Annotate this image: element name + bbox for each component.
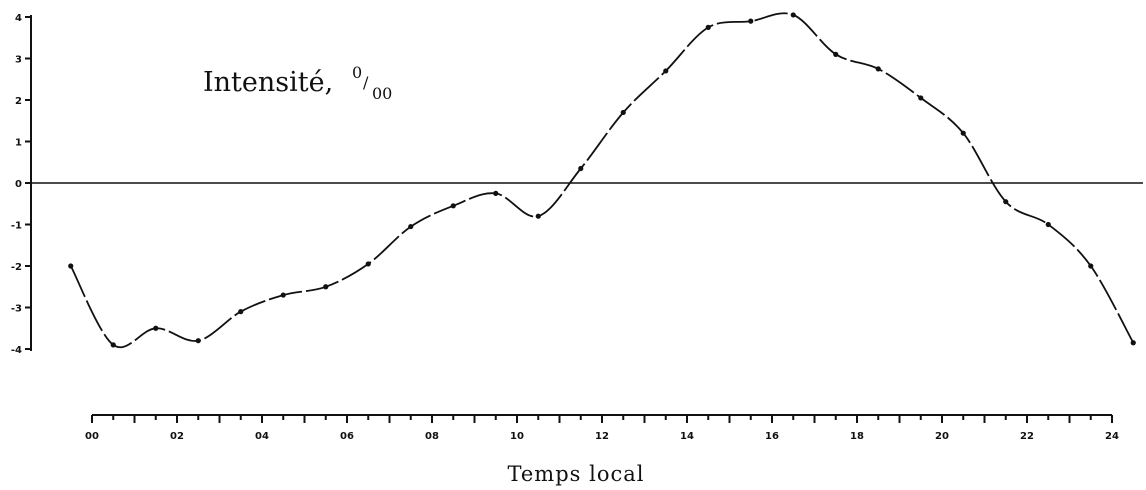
data-point xyxy=(1088,263,1094,269)
data-points xyxy=(68,12,1136,348)
data-point xyxy=(1003,199,1009,205)
x-tick-label: 18 xyxy=(850,431,864,442)
unit-superscript: 0 xyxy=(352,63,362,82)
data-point xyxy=(790,12,796,18)
x-tick-label: 20 xyxy=(935,431,949,442)
y-tick-label: 2 xyxy=(15,96,22,107)
x-axis-title: Temps local xyxy=(508,462,645,486)
intensity-label: Intensité, xyxy=(203,67,333,98)
data-point xyxy=(280,292,286,298)
data-point xyxy=(195,338,201,344)
data-point xyxy=(918,95,924,101)
data-point xyxy=(450,203,456,209)
x-tick-label: 22 xyxy=(1020,431,1034,442)
unit-slash: / xyxy=(363,73,369,92)
y-tick-label: 0 xyxy=(15,179,22,190)
data-point xyxy=(1045,221,1051,228)
y-tick-label: -2 xyxy=(11,262,22,273)
x-tick-label: 00 xyxy=(85,431,99,442)
data-point xyxy=(238,309,244,315)
series-line xyxy=(70,12,1135,349)
data-point xyxy=(323,284,329,290)
data-point xyxy=(110,342,116,348)
data-point xyxy=(960,130,966,136)
data-point xyxy=(705,24,711,30)
data-point xyxy=(578,165,584,172)
data-point xyxy=(663,68,669,74)
data-point xyxy=(535,213,541,219)
y-tick-label: 4 xyxy=(15,13,22,24)
x-tick-label: 16 xyxy=(765,431,779,442)
data-point xyxy=(68,263,74,269)
x-axis: 00 02 04 06 08 10 12 14 16 18 20 22 24 xyxy=(85,414,1119,442)
x-tick-label: 02 xyxy=(170,431,184,442)
data-point xyxy=(833,51,839,57)
x-tick-label: 12 xyxy=(595,431,609,442)
y-tick-label: -3 xyxy=(11,304,22,315)
y-tick-label: -4 xyxy=(11,345,22,356)
x-tick-label: 24 xyxy=(1105,431,1119,442)
x-tick-label: 10 xyxy=(510,431,524,442)
y-axis: 4 3 2 1 0 -1 -2 -3 -4 xyxy=(11,13,32,356)
x-tick-label: 14 xyxy=(680,431,694,442)
unit-subscript: 00 xyxy=(372,84,392,103)
data-point xyxy=(748,18,754,24)
x-tick-label: 04 xyxy=(255,431,269,442)
data-point xyxy=(493,190,499,196)
y-tick-label: 3 xyxy=(15,55,22,66)
data-point xyxy=(1130,340,1136,346)
x-tick-label: 06 xyxy=(340,431,354,442)
data-point xyxy=(153,325,159,331)
y-tick-label: -1 xyxy=(11,221,22,232)
data-point xyxy=(875,66,881,72)
data-point xyxy=(365,261,371,267)
x-tick-label: 08 xyxy=(425,431,439,442)
data-point xyxy=(408,223,414,230)
y-tick-label: 1 xyxy=(15,138,22,149)
data-point xyxy=(620,109,626,116)
